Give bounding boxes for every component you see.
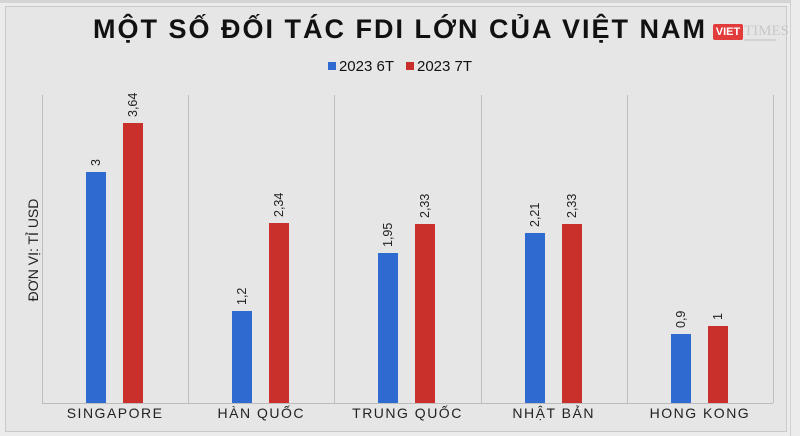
category-divider	[334, 95, 336, 403]
x-tick-label: HONG KONG	[649, 405, 751, 421]
logo-tagline	[744, 39, 776, 41]
bar-6t	[524, 232, 545, 403]
x-tick-label: HÀN QUỐC	[217, 405, 305, 421]
category-divider	[480, 95, 482, 403]
bar-7t	[415, 223, 436, 403]
bar-7t	[707, 326, 728, 403]
bar-6t	[86, 172, 106, 403]
legend-label: 2023 7T	[417, 58, 473, 75]
x-tick-label: SINGAPORE	[66, 405, 164, 421]
bar-6t	[232, 310, 253, 403]
bar-7t	[269, 222, 290, 403]
category-divider	[626, 95, 628, 403]
legend-item: 2023 7T	[406, 58, 472, 75]
category-divider	[42, 95, 43, 403]
category-divider	[773, 95, 774, 403]
logo-times: TIMES	[744, 23, 789, 39]
chart-title: MỘT SỐ ĐỐI TÁC FDI LỚN CỦA VIỆT NAM	[92, 14, 707, 44]
bar-6t	[670, 333, 691, 403]
plot-area: 3 3,64 1,2 2,34 1,95 2,33 2,21 2,33 0,9 1	[42, 92, 774, 404]
legend-label: 2023 6T	[338, 58, 394, 75]
category-group: 0,9 1	[627, 95, 773, 403]
x-axis-line	[42, 403, 773, 404]
category-group: 2,21 2,33	[481, 95, 627, 403]
viettimes-logo: VIET TIMES	[713, 22, 789, 44]
y-axis-label: ĐƠN VỊ: TỈ USD	[25, 198, 41, 302]
right-edge	[790, 0, 800, 436]
category-group: 1,2 2,34	[188, 95, 334, 403]
category-group: 1,95 2,33	[334, 95, 480, 403]
legend-swatch-icon	[406, 62, 414, 70]
bar-7t	[123, 122, 143, 403]
legend-item: 2023 6T	[327, 58, 394, 75]
bar-7t	[561, 223, 582, 403]
x-tick-label: TRUNG QUỐC	[352, 405, 463, 421]
logo-viet: VIET	[713, 24, 743, 40]
x-tick-label: NHẬT BẢN	[512, 405, 595, 421]
category-divider	[188, 95, 190, 403]
legend-swatch-icon	[327, 62, 336, 70]
chart-legend: 2023 6T 2023 7T	[0, 58, 800, 75]
bar-6t	[378, 252, 399, 403]
top-border	[0, 0, 800, 3]
category-group: 3 3,64	[42, 92, 188, 403]
